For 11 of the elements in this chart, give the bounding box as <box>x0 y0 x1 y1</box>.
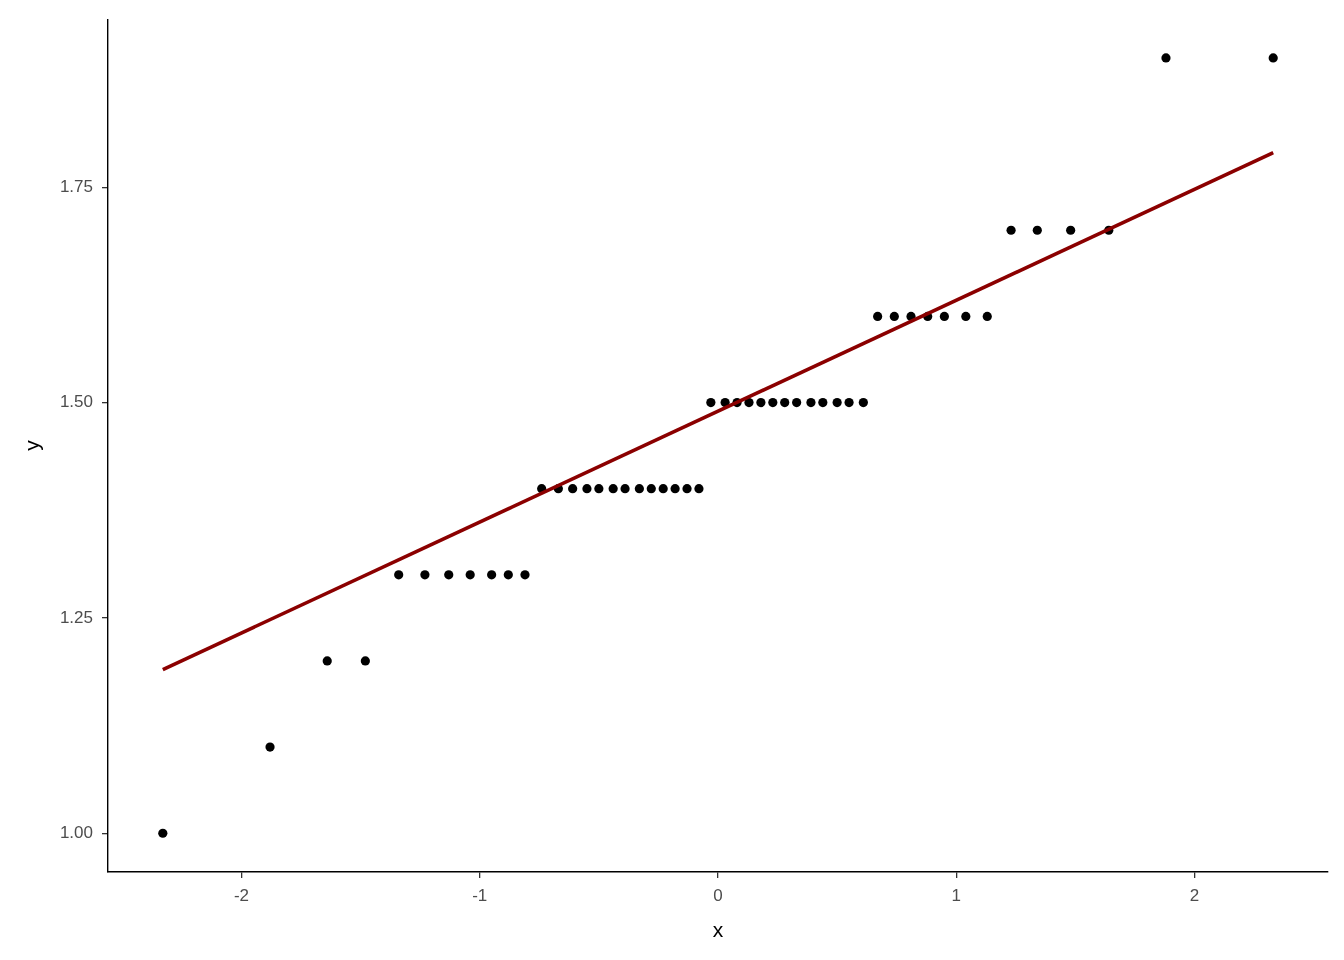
x-tick-label: -2 <box>233 885 249 905</box>
y-tick-label: 1.00 <box>59 822 93 842</box>
x-tick-label: -1 <box>472 885 488 905</box>
x-axis-title: x <box>712 918 724 942</box>
y-tick-label: 1.50 <box>59 392 93 412</box>
y-axis-title: y <box>20 439 44 451</box>
y-tick-label: 1.75 <box>59 176 93 196</box>
x-tick-label: 2 <box>1189 885 1200 905</box>
x-tick-label: 0 <box>713 885 723 905</box>
y-tick-label: 1.25 <box>59 607 93 627</box>
x-tick-label: 1 <box>951 885 962 905</box>
